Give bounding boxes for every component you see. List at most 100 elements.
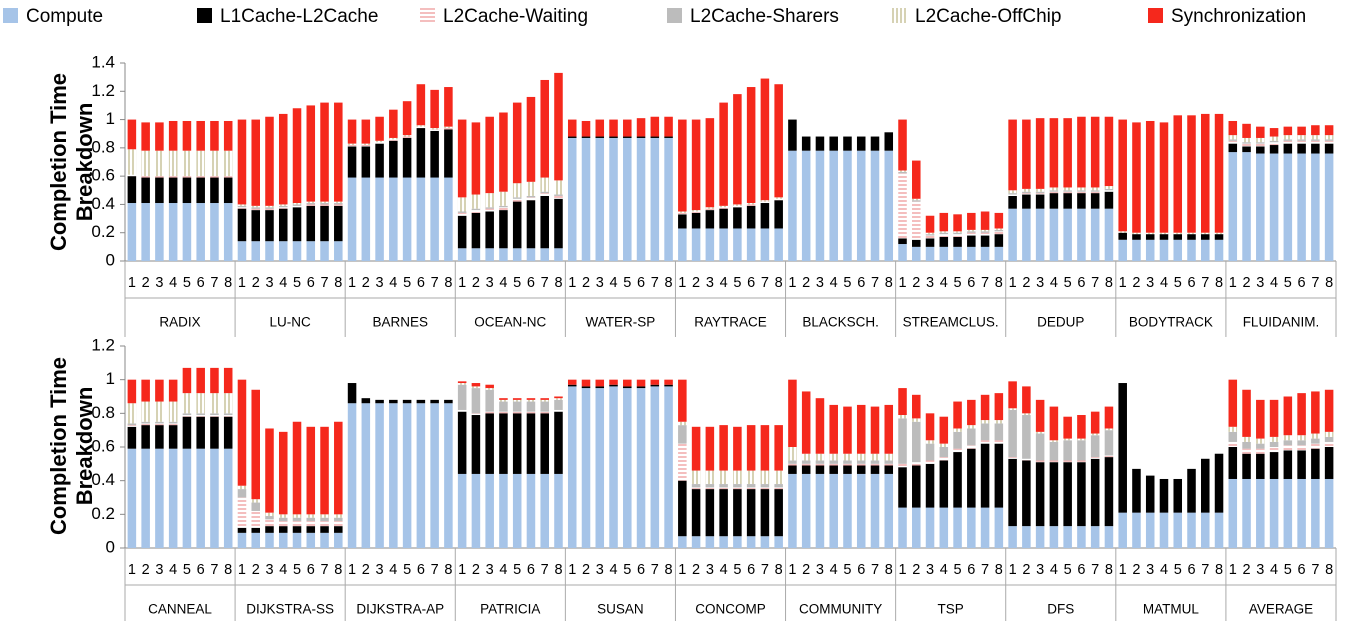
group-label: BODYTRACK (1129, 315, 1213, 330)
bar-segment (210, 177, 219, 204)
bar-segment (196, 416, 205, 449)
bar-segment (1035, 460, 1045, 463)
y-tick-label: 0.2 (91, 504, 115, 523)
bar-segment (1118, 119, 1127, 232)
bar-segment (884, 132, 894, 151)
bar-segment (1242, 436, 1251, 442)
bar-segment (980, 394, 990, 421)
x-tick-label: 1 (348, 275, 356, 291)
bar-segment (1311, 433, 1320, 439)
bar-segment (1187, 468, 1196, 513)
group-label: DFS (1047, 602, 1074, 617)
bar-segment (925, 443, 935, 461)
bar-segment (1187, 234, 1196, 240)
bar-segment (237, 241, 247, 261)
bar-segment (774, 425, 783, 471)
bar-segment (223, 203, 233, 261)
bar-segment (512, 411, 522, 414)
bar-segment (1049, 187, 1059, 191)
bar-segment (1049, 460, 1059, 463)
bar-segment (939, 231, 949, 233)
bar-segment (733, 487, 742, 490)
x-tick-label: 6 (747, 275, 755, 291)
bar-segment (265, 116, 274, 206)
bar-segment (567, 137, 577, 261)
bar-segment (1090, 457, 1100, 459)
bar-segment (980, 246, 990, 261)
bar-segment (1256, 126, 1265, 138)
bar-segment (1145, 239, 1155, 261)
bar-segment (1297, 135, 1306, 140)
bar-segment (967, 428, 976, 446)
x-tick-label: 5 (954, 275, 962, 291)
group-label: OCEAN-NC (474, 315, 546, 330)
bar-segment (1022, 188, 1031, 192)
x-tick-label: 8 (1105, 562, 1113, 578)
x-tick-label: 4 (279, 275, 287, 291)
x-tick-label: 8 (444, 275, 452, 291)
bar-segment (1324, 441, 1334, 447)
x-tick-label: 8 (1325, 562, 1333, 578)
y-tick-label: 1 (106, 109, 115, 128)
bar-segment (347, 143, 357, 146)
bar-segment (485, 207, 494, 209)
bar-segment (320, 241, 329, 261)
bar-segment (1118, 232, 1127, 240)
x-tick-label: 5 (1064, 275, 1072, 291)
bar-segment (430, 403, 439, 548)
bar-segment (788, 463, 797, 466)
bar-segment (898, 415, 907, 419)
group-label: DIJKSTRA-AP (356, 602, 444, 617)
bar-segment (1118, 512, 1127, 548)
x-tick-label: 8 (554, 275, 562, 291)
bar-segment (1283, 435, 1293, 441)
bar-segment (719, 484, 728, 488)
bar-segment (1159, 232, 1169, 235)
x-tick-label: 8 (775, 562, 783, 578)
bar-segment (1228, 143, 1238, 153)
bar-segment (210, 150, 219, 177)
x-tick-label: 5 (513, 562, 521, 578)
bar-segment (678, 421, 687, 426)
x-tick-label: 4 (1160, 562, 1168, 578)
bar-segment (1132, 239, 1141, 261)
bar-segment (168, 203, 178, 261)
bar-segment (223, 120, 233, 151)
x-tick-label: 2 (802, 275, 810, 291)
bar-segment (884, 453, 894, 461)
bar-segment (540, 191, 549, 194)
bar-segment (967, 507, 976, 548)
bar-segment (485, 473, 494, 548)
bar-segment (1297, 393, 1306, 436)
bar-segment (774, 200, 783, 229)
bar-segment (1077, 187, 1086, 191)
x-tick-label: 4 (1050, 562, 1058, 578)
bar-segment (1022, 193, 1031, 195)
bar-segment (485, 248, 494, 261)
x-tick-label: 8 (995, 275, 1003, 291)
x-tick-label: 6 (637, 562, 645, 578)
bar-segment (843, 136, 852, 151)
bar-segment (705, 487, 715, 490)
bar-segment (306, 201, 316, 204)
bar-segment (320, 521, 329, 527)
bar-segment (719, 489, 728, 537)
bar-segment (361, 119, 371, 144)
bar-segment (1022, 415, 1031, 459)
bar-segment (843, 473, 852, 548)
bar-segment (499, 248, 508, 261)
bar-segment (1145, 512, 1155, 548)
bar-segment (196, 120, 205, 151)
y-tick-label: 0 (106, 250, 115, 269)
x-tick-label: 2 (802, 562, 810, 578)
bar-segment (251, 205, 260, 208)
bar-segment (554, 198, 563, 249)
bar-segment (1159, 122, 1169, 233)
bar-segment (1077, 460, 1086, 463)
bar-segment (678, 214, 687, 229)
bar-segment (1008, 526, 1017, 548)
x-tick-label: 1 (1009, 562, 1017, 578)
bar-segment (457, 381, 467, 384)
bar-segment (980, 420, 990, 424)
bar-segment (1311, 438, 1320, 444)
